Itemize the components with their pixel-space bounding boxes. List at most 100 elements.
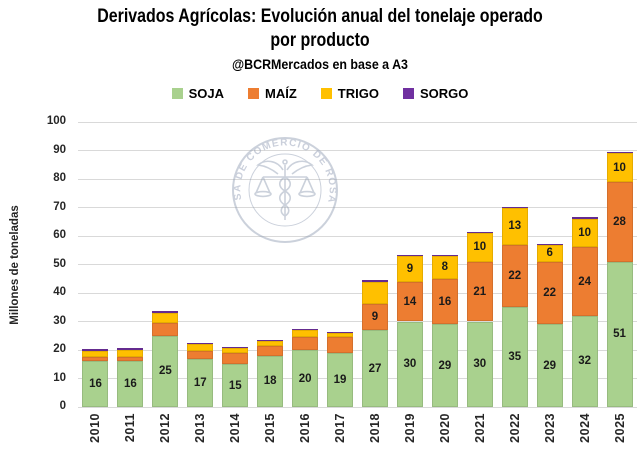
- gridline: [78, 264, 637, 265]
- x-axis-year-text: 2021: [472, 413, 487, 443]
- bar-value-label: 22: [508, 269, 522, 282]
- bar-segment-sorgo-2015: [257, 340, 284, 342]
- bar-segment-sorgo-2018: [361, 280, 388, 282]
- bar-value-label: 24: [578, 275, 591, 288]
- x-axis-year-text: 2019: [402, 413, 417, 443]
- x-axis-year-text: 2020: [437, 413, 452, 443]
- bar-segment-maíz-2010: [82, 357, 109, 362]
- bar-value-label: 10: [473, 241, 487, 254]
- bar-value-label: 18: [263, 375, 277, 388]
- bar-segment-trigo-2023: [536, 244, 563, 262]
- bar-segment-soja-2025: [606, 261, 633, 407]
- chart-subtitle: @BCRMercados en base a A3: [232, 57, 408, 72]
- x-axis-label-2012: 2012: [148, 413, 183, 443]
- bar-value-label: 8: [441, 261, 449, 274]
- x-axis-label-2021: 2021: [462, 413, 497, 443]
- x-axis-label-2018: 2018: [358, 413, 393, 443]
- y-tick-label: 90: [53, 143, 66, 156]
- bar-segment-maíz-2020: [431, 278, 458, 325]
- x-axis-label-2010: 2010: [78, 413, 113, 443]
- bar-value-label: 35: [508, 351, 522, 364]
- bar-value-label: 10: [613, 161, 626, 174]
- x-axis-year-text: 2014: [228, 413, 243, 443]
- y-tick-label: 50: [53, 257, 66, 270]
- bar-segment-soja-2019: [396, 321, 423, 407]
- bar-segment-trigo-2019: [396, 255, 423, 282]
- gridline: [78, 178, 637, 180]
- bar-value-label: 30: [403, 358, 417, 371]
- y-tick-label: 70: [53, 200, 66, 213]
- bar-segment-maíz-2015: [257, 345, 284, 356]
- bar-segment-sorgo-2013: [187, 342, 214, 344]
- bar-value-label: 32: [578, 355, 591, 368]
- x-axis-label-2013: 2013: [183, 413, 218, 443]
- bar-segment-trigo-2025: [606, 153, 633, 182]
- bar-segment-sorgo-2017: [327, 331, 354, 333]
- y-tick-label: 40: [53, 286, 66, 298]
- gridline: [78, 406, 637, 408]
- bar-segment-trigo-2011: [117, 350, 144, 357]
- chart-title-line2: por producto: [270, 30, 370, 51]
- bar-value-label: 30: [473, 358, 487, 371]
- x-axis-label-2020: 2020: [427, 413, 462, 443]
- bar-segment-sorgo-2022: [501, 206, 528, 208]
- bar-segment-sorgo-2023: [536, 243, 563, 245]
- legend-label: SOJA: [188, 86, 225, 101]
- x-axis-year-text: 2024: [577, 413, 592, 443]
- bar-segment-soja-2023: [536, 324, 563, 407]
- x-axis-label-2022: 2022: [497, 413, 532, 443]
- bar-segment-soja-2012: [152, 335, 179, 407]
- bar-segment-trigo-2013: [187, 344, 214, 352]
- x-axis-label-2024: 2024: [567, 413, 602, 443]
- bar-segment-maíz-2021: [466, 261, 493, 322]
- bar-segment-maíz-2016: [292, 337, 319, 350]
- bar-value-label: 16: [124, 378, 137, 391]
- y-tick-label: 60: [53, 229, 66, 241]
- x-axis-year-text: 2011: [123, 413, 138, 443]
- x-axis-year-text: 2022: [507, 413, 522, 443]
- bar-segment-trigo-2020: [431, 255, 458, 279]
- x-axis-label-2016: 2016: [288, 413, 323, 443]
- bar-segment-soja-2021: [466, 321, 493, 407]
- legend-item-soja: SOJA: [171, 86, 225, 101]
- bar-value-label: 16: [438, 295, 452, 308]
- bar-segment-soja-2024: [571, 315, 598, 407]
- bar-segment-soja-2017: [327, 352, 354, 407]
- bar-value-label: 27: [368, 362, 382, 375]
- bar-segment-soja-2022: [501, 307, 528, 407]
- x-axis-label-2017: 2017: [323, 413, 358, 443]
- y-tick-label: 0: [59, 400, 66, 412]
- legend-label: TRIGO: [337, 86, 379, 101]
- bar-value-label: 13: [508, 220, 522, 233]
- bar-segment-trigo-2016: [292, 330, 319, 338]
- legend-item-sorgo: SORGO: [402, 86, 468, 101]
- bar-value-label: 21: [473, 285, 487, 298]
- bar-segment-sorgo-2024: [571, 217, 598, 219]
- bar-segment-maíz-2013: [187, 351, 214, 359]
- plot-area: 16 2010 16 2011 25 2012 17 2013 15 2014 18 2015 20 20…: [78, 121, 637, 443]
- legend-swatch-icon: [248, 88, 260, 99]
- bar-segment-maíz-2024: [571, 247, 598, 316]
- x-axis-year-text: 2017: [333, 413, 348, 443]
- bar-segment-sorgo-2010: [82, 349, 109, 352]
- x-axis-year-text: 2025: [612, 413, 627, 443]
- bar-segment-trigo-2022: [501, 207, 528, 245]
- legend-item-maíz: MAÍZ: [248, 86, 297, 101]
- legend-swatch-icon: [171, 88, 183, 99]
- bar-value-label: 25: [158, 365, 172, 378]
- x-axis-year-text: 2010: [88, 413, 103, 443]
- bar-value-label: 10: [578, 227, 591, 240]
- bar-segment-trigo-2024: [571, 218, 598, 248]
- bar-segment-soja-2020: [431, 324, 458, 407]
- legend-label: MAÍZ: [265, 86, 297, 101]
- gridline: [78, 321, 637, 322]
- bar-segment-soja-2015: [257, 355, 284, 407]
- bar-segment-maíz-2022: [501, 244, 528, 308]
- gridline: [78, 378, 637, 379]
- y-tick-label: 20: [53, 343, 66, 355]
- bar-segment-sorgo-2019: [396, 255, 423, 257]
- bar-segment-maíz-2017: [327, 337, 354, 353]
- bar-segment-sorgo-2011: [117, 348, 144, 350]
- bar-segment-sorgo-2014: [222, 346, 249, 348]
- bar-segment-trigo-2017: [327, 332, 354, 338]
